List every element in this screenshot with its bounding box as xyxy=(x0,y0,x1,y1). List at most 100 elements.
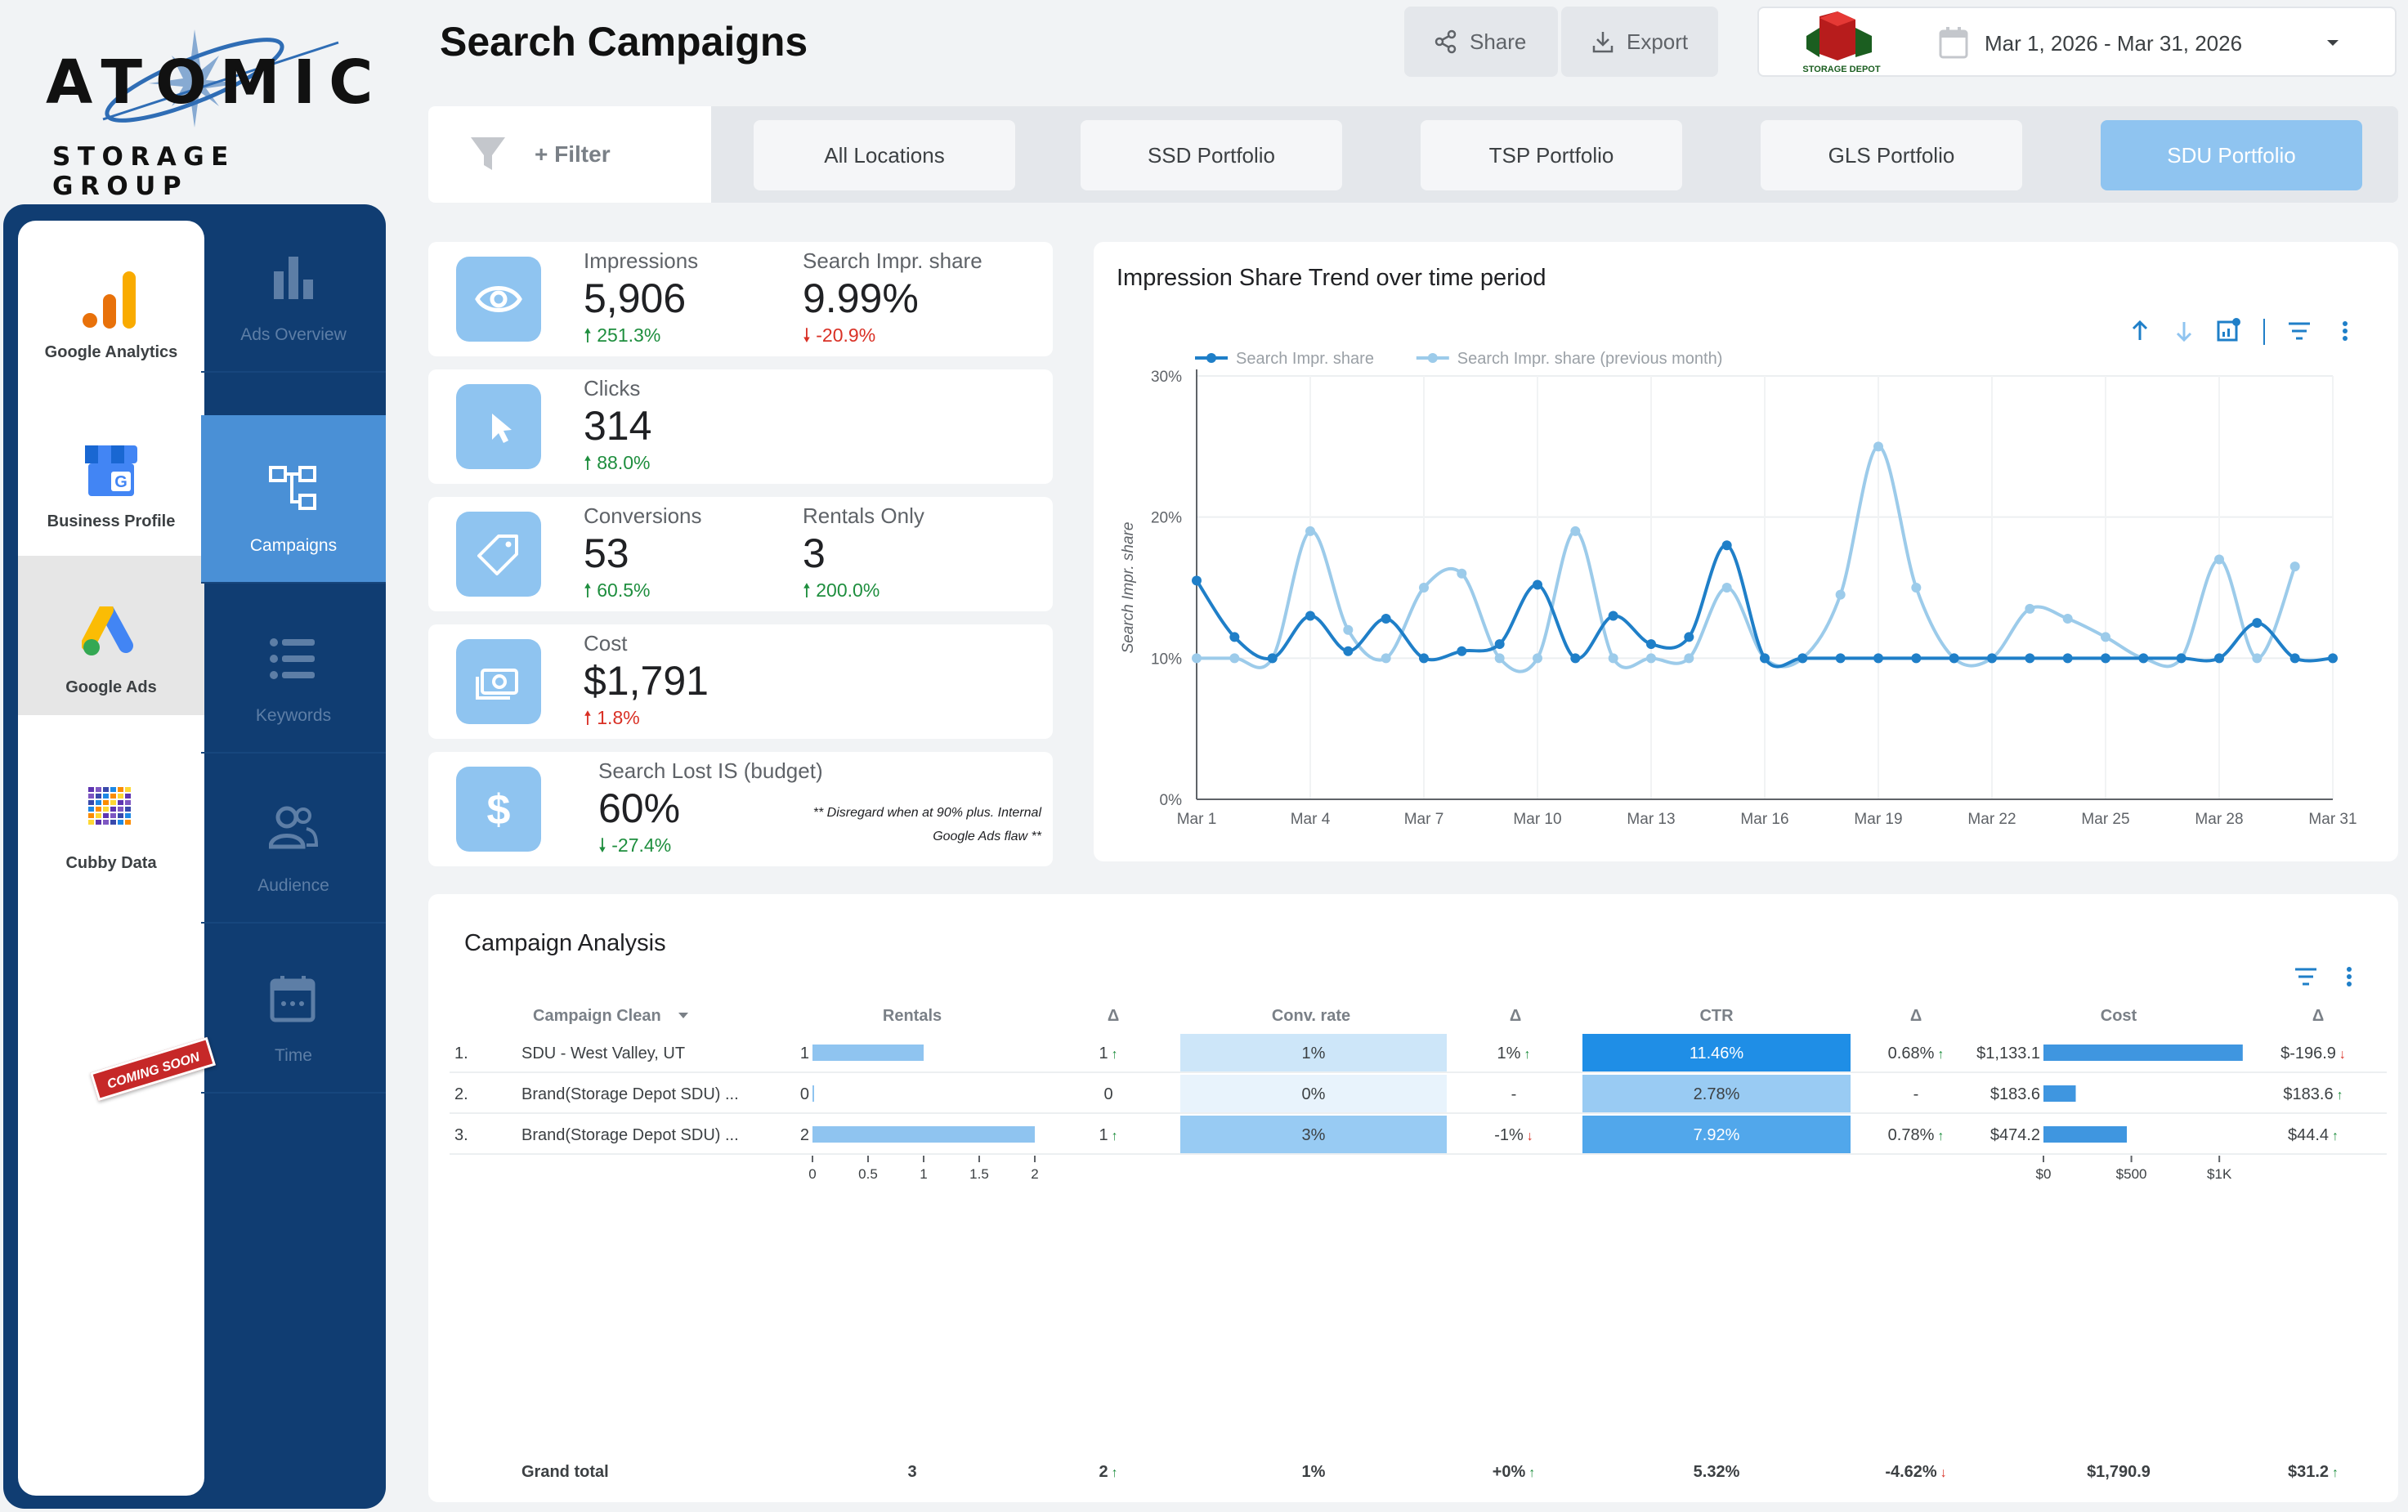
cubby-cell xyxy=(96,787,101,792)
kpi-card-impressions: Impressions 5,906 🠕 251.3% Search Impr. … xyxy=(428,242,1053,356)
portfolio-sdu[interactable]: SDU Portfolio xyxy=(2101,120,2362,190)
table-row[interactable]: 2. Brand(Storage Depot SDU) ... 0 0 0% - 2.78%… xyxy=(450,1075,2387,1114)
cubby-cell xyxy=(118,787,123,792)
x-tick-label: Mar 7 xyxy=(1404,811,1444,828)
data-source-list: Google Analytics G Business Profile Goog… xyxy=(18,221,204,1496)
source-google-ads[interactable]: Google Ads xyxy=(18,556,204,715)
export-button[interactable]: Export xyxy=(1561,7,1718,77)
campaigns-tree-icon xyxy=(269,466,316,510)
calendar-icon xyxy=(270,976,316,1022)
cubby-cell xyxy=(118,807,123,812)
cost-value: $474.2 xyxy=(1990,1126,2040,1144)
row-number: 1. xyxy=(454,1045,468,1062)
column-header: Δ xyxy=(1910,1007,1922,1025)
cubby-cell xyxy=(103,794,109,798)
portfolio-tsp[interactable]: TSP Portfolio xyxy=(1421,120,1682,190)
data-point xyxy=(1646,639,1656,650)
drill-chart-icon[interactable] xyxy=(2217,318,2240,342)
conversions-delta: 🠕 60.5% xyxy=(584,579,651,601)
portfolio-all-locations[interactable]: All Locations xyxy=(754,120,1015,190)
y-tick-label: 0% xyxy=(1160,792,1183,809)
source-label: Business Profile xyxy=(47,512,176,530)
cubby-cell xyxy=(110,794,116,798)
more-options-icon[interactable] xyxy=(2343,321,2348,341)
grand-total-cost: $1,790.9 xyxy=(2087,1463,2151,1481)
table-row[interactable]: 3. Brand(Storage Depot SDU) ... 2 1 ↑ 3% -1% ↓ 7… xyxy=(450,1116,2387,1155)
delta-value: - xyxy=(1511,1085,1517,1103)
nav-keywords[interactable]: Keywords xyxy=(201,585,386,754)
nav-ads-overview[interactable]: Ads Overview xyxy=(201,204,386,373)
table-row[interactable]: 1. SDU - West Valley, UT 1 1 ↑ 1% 1% ↑ 11.46% 0.6… xyxy=(450,1034,2387,1073)
x-tick-label: Mar 10 xyxy=(1513,811,1561,828)
cubby-cell xyxy=(88,807,94,812)
cubby-cell xyxy=(110,807,116,812)
svg-text:$: $ xyxy=(487,786,511,834)
cubby-cell xyxy=(103,807,109,812)
add-filter-button[interactable]: + Filter xyxy=(428,106,711,203)
x-tick-label: Mar 22 xyxy=(1967,811,2016,828)
filter-icon[interactable] xyxy=(2289,322,2310,340)
data-point xyxy=(2252,653,2263,664)
date-range-picker[interactable]: STORAGE DEPOT Mar 1, 2026 - Mar 31, 2026 xyxy=(1757,7,2397,77)
cost-label: Cost xyxy=(584,631,628,655)
source-cubby-data[interactable]: Cubby Data xyxy=(18,731,204,891)
grand-total-label: Grand total xyxy=(521,1463,609,1481)
data-point xyxy=(1494,653,1505,664)
nav-audience[interactable]: Audience xyxy=(201,755,386,924)
source-business-profile[interactable]: G Business Profile xyxy=(18,390,204,549)
legend-marker xyxy=(1206,353,1216,363)
svg-text:G: G xyxy=(114,473,128,491)
data-point xyxy=(2289,653,2300,664)
nav-campaigns[interactable]: Campaigns xyxy=(201,415,386,584)
data-point xyxy=(1684,653,1694,664)
sort-descending-icon[interactable] xyxy=(2176,322,2192,342)
portfolio-ssd[interactable]: SSD Portfolio xyxy=(1081,120,1342,190)
data-point xyxy=(1684,632,1694,642)
x-tick-label: Mar 1 xyxy=(1177,811,1217,828)
data-point xyxy=(1192,575,1202,586)
data-point xyxy=(1305,526,1315,536)
dollar-icon: $ xyxy=(487,786,511,834)
ctr-cell xyxy=(1582,1116,1851,1153)
data-point xyxy=(1343,646,1354,656)
data-point xyxy=(1419,583,1429,593)
ctr-value: 11.46% xyxy=(1690,1045,1744,1062)
sort-ascending-icon[interactable] xyxy=(2132,320,2148,340)
cost-bar xyxy=(2043,1085,2076,1102)
kpi-card-lost-is: $ Search Lost IS (budget) 60% 🠗 -27.4% *… xyxy=(428,752,1053,866)
data-point xyxy=(2289,561,2300,572)
table-more-options-icon[interactable] xyxy=(2347,967,2352,986)
share-icon xyxy=(1435,29,1457,54)
sidebar: Google Analytics G Business Profile Goog… xyxy=(3,204,386,1509)
portfolio-gls[interactable]: GLS Portfolio xyxy=(1761,120,2022,190)
data-point xyxy=(1381,653,1391,664)
export-label: Export xyxy=(1627,29,1689,54)
cubby-cell xyxy=(125,820,131,825)
data-point xyxy=(2138,653,2149,664)
impr-share-value: 9.99% xyxy=(803,275,919,321)
column-header: CTR xyxy=(1699,1007,1734,1025)
data-point xyxy=(1873,441,1883,452)
data-point xyxy=(1608,611,1618,621)
table-filter-icon[interactable] xyxy=(2295,968,2316,986)
date-range-value: Mar 1, 2026 - Mar 31, 2026 xyxy=(1985,31,2243,56)
column-header: Δ xyxy=(1108,1007,1119,1025)
grand-total-ctr: 5.32% xyxy=(1694,1463,1740,1481)
delta-value: $-196.9 ↓ xyxy=(2280,1045,2346,1062)
lost-is-note: ** Disregard when at 90% plus. Internal … xyxy=(812,806,1041,843)
nav-label: Audience xyxy=(257,876,329,895)
x-tick-label: Mar 4 xyxy=(1291,811,1331,828)
share-button[interactable]: Share xyxy=(1404,7,1558,77)
ctr-value: 7.92% xyxy=(1694,1126,1740,1144)
column-header: Δ xyxy=(2312,1007,2324,1025)
filter-funnel-icon xyxy=(471,137,505,170)
data-point xyxy=(2101,653,2110,664)
y-axis-label: Search Impr. share xyxy=(1120,522,1137,654)
source-label: Google Ads xyxy=(65,678,157,696)
data-point xyxy=(1949,653,1959,664)
nav-time[interactable]: Time xyxy=(201,925,386,1094)
source-google-analytics[interactable]: Google Analytics xyxy=(18,221,204,380)
rentals-value: 1 xyxy=(800,1045,809,1062)
cubby-cell xyxy=(125,813,131,818)
column-header: Campaign Clean xyxy=(533,1007,661,1025)
